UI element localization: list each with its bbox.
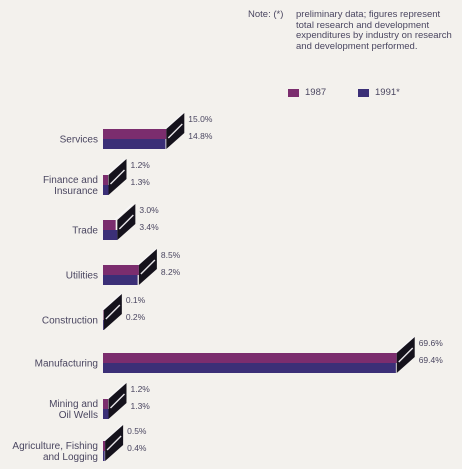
bar-side-highlight — [106, 435, 122, 451]
bar-1987-6 — [103, 399, 109, 409]
category-label: and Logging — [43, 452, 98, 463]
value-label-1987-4: 0.1% — [126, 295, 146, 305]
value-label-1987-6: 1.2% — [130, 384, 150, 394]
value-label-1987-0: 15.0% — [188, 114, 213, 124]
category-label: Trade — [72, 226, 98, 237]
value-label-1987-3: 8.5% — [161, 250, 181, 260]
value-label-1991-5: 69.4% — [419, 355, 444, 365]
bar-1987-5 — [103, 353, 397, 363]
bar-top-face — [106, 159, 127, 175]
bar-top-face — [136, 249, 157, 265]
bar-1991-0 — [103, 139, 166, 149]
bar-1987-7 — [103, 441, 106, 451]
bar-1991-7 — [103, 451, 105, 461]
value-label-1991-4: 0.2% — [126, 312, 146, 322]
category-label: Services — [60, 135, 98, 146]
bar-1991-5 — [103, 363, 396, 373]
bar-top-face — [103, 425, 124, 441]
category-label: Finance and — [43, 175, 98, 186]
note-label: Note: (*) — [248, 9, 284, 20]
bar-1991-2 — [103, 230, 118, 240]
bar-side-highlight — [398, 347, 414, 363]
bar-side-highlight — [105, 304, 121, 320]
value-label-1991-1: 1.3% — [130, 177, 150, 187]
bar-1991-1 — [103, 185, 109, 195]
category-label: Agriculture, Fishing — [12, 441, 98, 452]
value-label-1987-2: 3.0% — [139, 205, 159, 215]
bar-side-highlight — [167, 123, 183, 139]
legend-swatch-1991 — [358, 88, 369, 97]
legend-item-1991: 1991* — [358, 87, 400, 98]
category-label: Construction — [42, 316, 98, 327]
category-label: Manufacturing — [35, 359, 98, 370]
category-label: Utilities — [66, 271, 98, 282]
bar-1987-1 — [103, 175, 109, 185]
value-label-1991-0: 14.8% — [188, 131, 213, 141]
value-label-1987-5: 69.6% — [419, 338, 444, 348]
value-label-1991-3: 8.2% — [161, 267, 181, 277]
bar-1991-6 — [103, 409, 109, 419]
category-label: Mining and — [49, 399, 98, 410]
note-text: preliminary data; figures represent tota… — [296, 9, 452, 52]
value-label-1991-2: 3.4% — [139, 222, 159, 232]
bar-top-face — [106, 383, 127, 399]
value-label-1987-7: 0.5% — [127, 426, 147, 436]
bar-top-face — [394, 337, 415, 353]
legend-swatch-1987 — [288, 88, 299, 97]
bar-side-highlight — [118, 214, 134, 230]
category-label: Oil Wells — [59, 410, 98, 421]
value-label-1987-1: 1.2% — [130, 160, 150, 170]
bar-1987-0 — [103, 129, 167, 139]
category-label: Insurance — [54, 186, 98, 197]
bar-1991-3 — [103, 275, 138, 285]
bar-side-highlight — [109, 169, 125, 185]
bar-top-face — [113, 204, 134, 220]
legend-label-1987: 1987 — [305, 87, 327, 98]
bar-side-highlight — [109, 393, 125, 409]
bar-1987-3 — [103, 265, 139, 275]
legend-label-1991: 1991* — [375, 87, 400, 98]
legend-item-1987: 1987 — [288, 87, 326, 98]
bar-top-face — [164, 113, 185, 129]
bar-top-face — [101, 294, 122, 310]
bar-side-highlight — [140, 259, 156, 275]
bar-1991-4 — [103, 320, 104, 330]
value-label-1991-7: 0.4% — [127, 443, 147, 453]
value-label-1991-6: 1.3% — [130, 401, 150, 411]
bar-1987-2 — [103, 220, 116, 230]
